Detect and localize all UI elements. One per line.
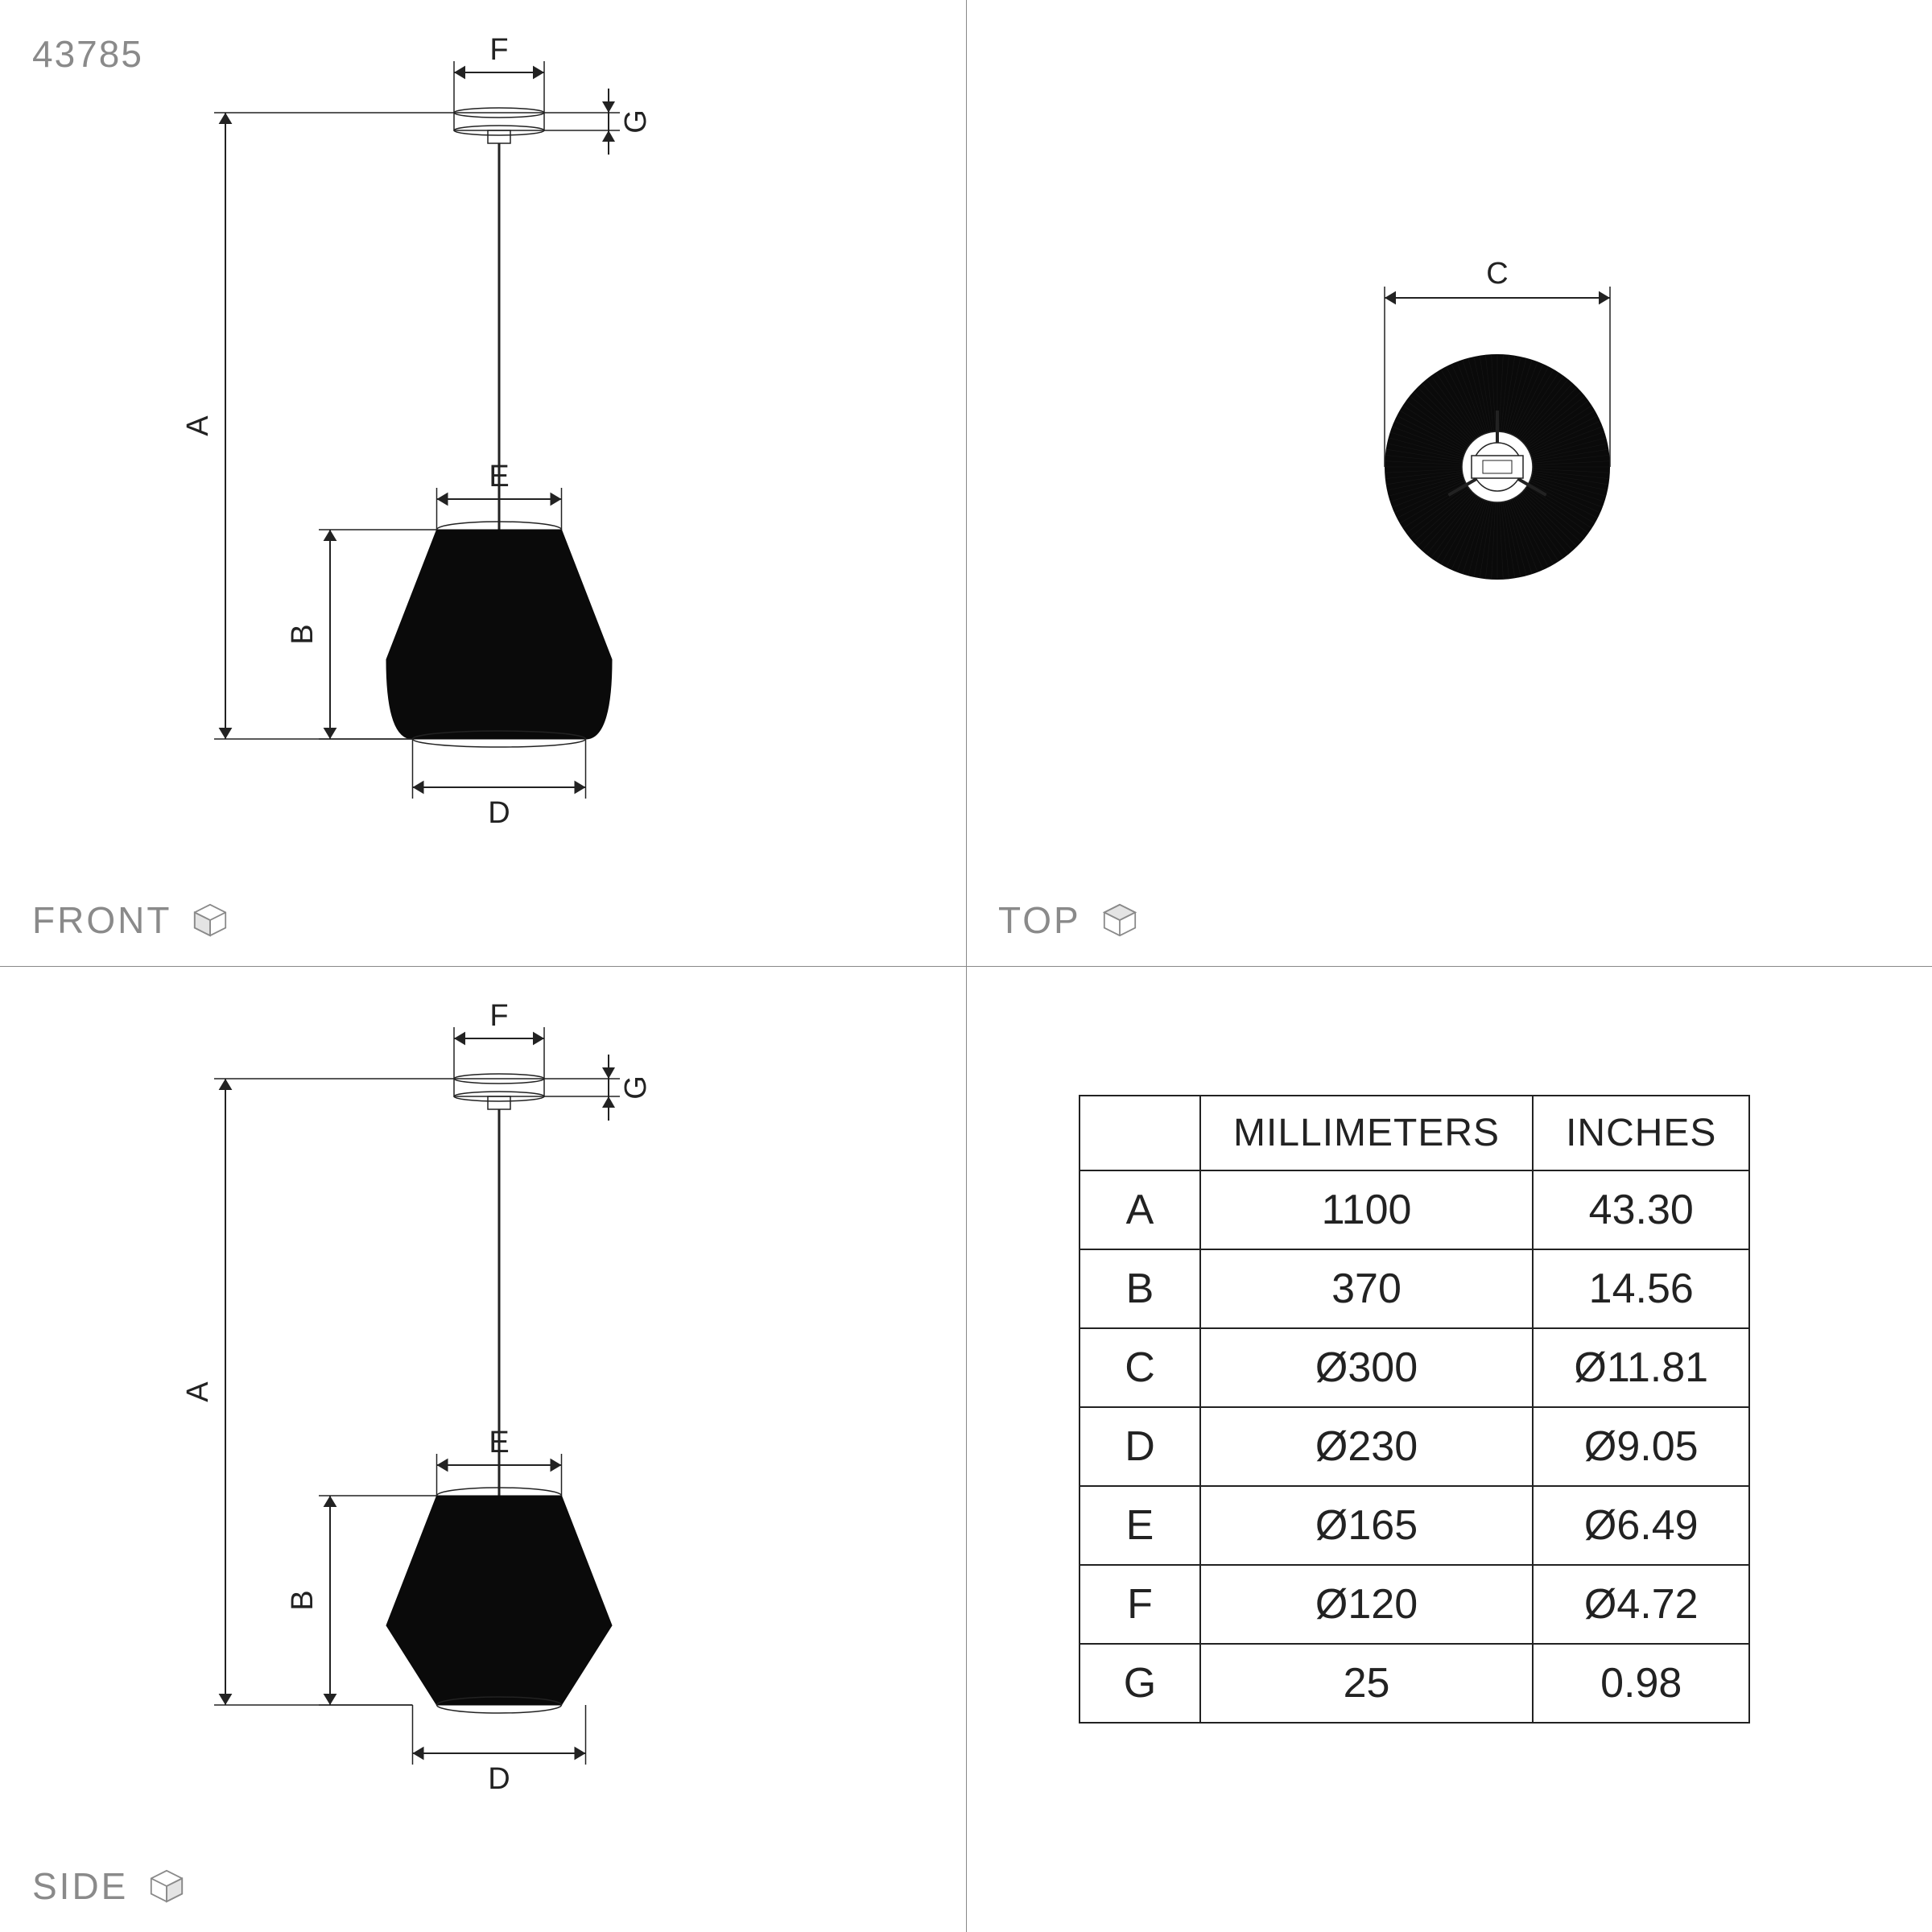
svg-text:E: E xyxy=(489,460,509,493)
svg-text:A: A xyxy=(181,415,215,436)
table-header xyxy=(1080,1096,1200,1170)
table-row: G250.98 xyxy=(1080,1644,1749,1723)
table-row: EØ165Ø6.49 xyxy=(1080,1486,1749,1565)
svg-text:B: B xyxy=(286,624,320,644)
svg-text:A: A xyxy=(181,1381,215,1402)
table-row: CØ300Ø11.81 xyxy=(1080,1328,1749,1407)
top-label: TOP xyxy=(998,898,1139,942)
front-label: FRONT xyxy=(32,898,229,942)
cube-icon xyxy=(147,1867,186,1905)
svg-text:B: B xyxy=(286,1590,320,1610)
table-row: A110043.30 xyxy=(1080,1170,1749,1249)
svg-text:D: D xyxy=(488,1762,510,1796)
svg-text:C: C xyxy=(1486,257,1508,291)
side-view-svg: F G A B E D xyxy=(0,966,966,1932)
svg-text:G: G xyxy=(619,1075,653,1100)
table-row: DØ230Ø9.05 xyxy=(1080,1407,1749,1486)
svg-text:E: E xyxy=(489,1426,509,1459)
svg-text:D: D xyxy=(488,796,510,830)
front-view-svg: F G A B E D xyxy=(0,0,966,966)
cube-icon xyxy=(1100,901,1139,939)
svg-text:F: F xyxy=(489,999,508,1033)
svg-text:F: F xyxy=(489,33,508,67)
table-header: MILLIMETERS xyxy=(1200,1096,1533,1170)
table-row: FØ120Ø4.72 xyxy=(1080,1565,1749,1644)
svg-text:G: G xyxy=(619,109,653,134)
side-label: SIDE xyxy=(32,1864,186,1908)
table-header: INCHES xyxy=(1533,1096,1749,1170)
table-row: B37014.56 xyxy=(1080,1249,1749,1328)
top-view-svg: C xyxy=(966,0,1932,966)
cube-icon xyxy=(191,901,229,939)
dimension-table: MILLIMETERSINCHESA110043.30B37014.56CØ30… xyxy=(1079,1095,1750,1724)
